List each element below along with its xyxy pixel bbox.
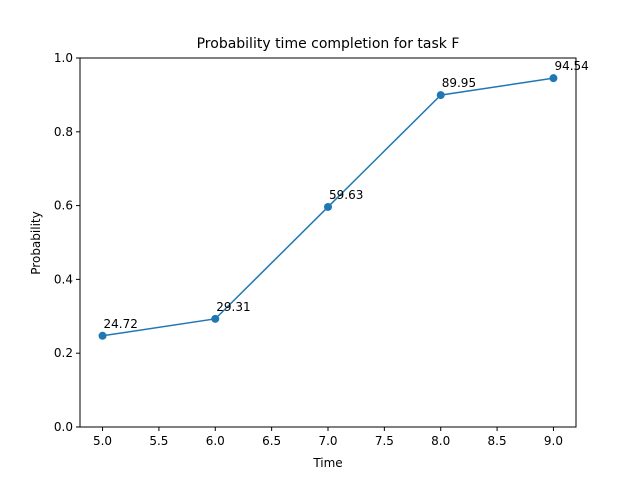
x-axis-label: Time xyxy=(312,456,342,470)
axes-frame xyxy=(79,57,577,428)
data-point xyxy=(549,74,558,83)
x-tick-label: 7.0 xyxy=(318,434,337,448)
y-tick-label: 1.0 xyxy=(54,51,73,65)
data-point xyxy=(436,91,445,100)
x-tick-label: 8.0 xyxy=(431,434,450,448)
plot-area xyxy=(79,57,577,428)
x-tick-label: 8.5 xyxy=(488,434,507,448)
series-layer xyxy=(98,74,558,340)
data-label: 89.95 xyxy=(442,76,476,90)
y-axis-ticks: 0.0 0.2 0.4 0.6 0.8 1.0 xyxy=(54,51,80,434)
y-tick-label: 0.6 xyxy=(54,199,73,213)
data-point xyxy=(98,331,107,340)
y-tick-label: 0.8 xyxy=(54,125,73,139)
x-tick-label: 9.0 xyxy=(544,434,563,448)
data-label: 29.31 xyxy=(216,300,250,314)
data-point xyxy=(324,202,332,211)
data-point xyxy=(211,314,220,323)
data-label: 59.63 xyxy=(329,188,363,202)
data-labels: 24.72 29.31 59.63 89.95 94.54 xyxy=(104,59,589,331)
y-tick-label: 0.4 xyxy=(54,272,73,286)
x-tick-label: 5.0 xyxy=(93,434,112,448)
data-label: 24.72 xyxy=(104,317,138,331)
y-tick-label: 0.0 xyxy=(54,420,73,434)
x-tick-label: 7.5 xyxy=(375,434,394,448)
x-tick-label: 5.5 xyxy=(149,434,168,448)
chart-title: Probability time completion for task F xyxy=(197,36,460,52)
x-tick-label: 6.0 xyxy=(206,434,225,448)
y-axis-label: Probability xyxy=(29,211,43,274)
x-axis-ticks: 5.0 5.5 6.0 6.5 7.0 7.5 8.0 8.5 9.0 xyxy=(93,427,563,448)
x-tick-label: 6.5 xyxy=(262,434,281,448)
y-tick-label: 0.2 xyxy=(54,346,73,360)
data-label: 94.54 xyxy=(554,59,588,73)
